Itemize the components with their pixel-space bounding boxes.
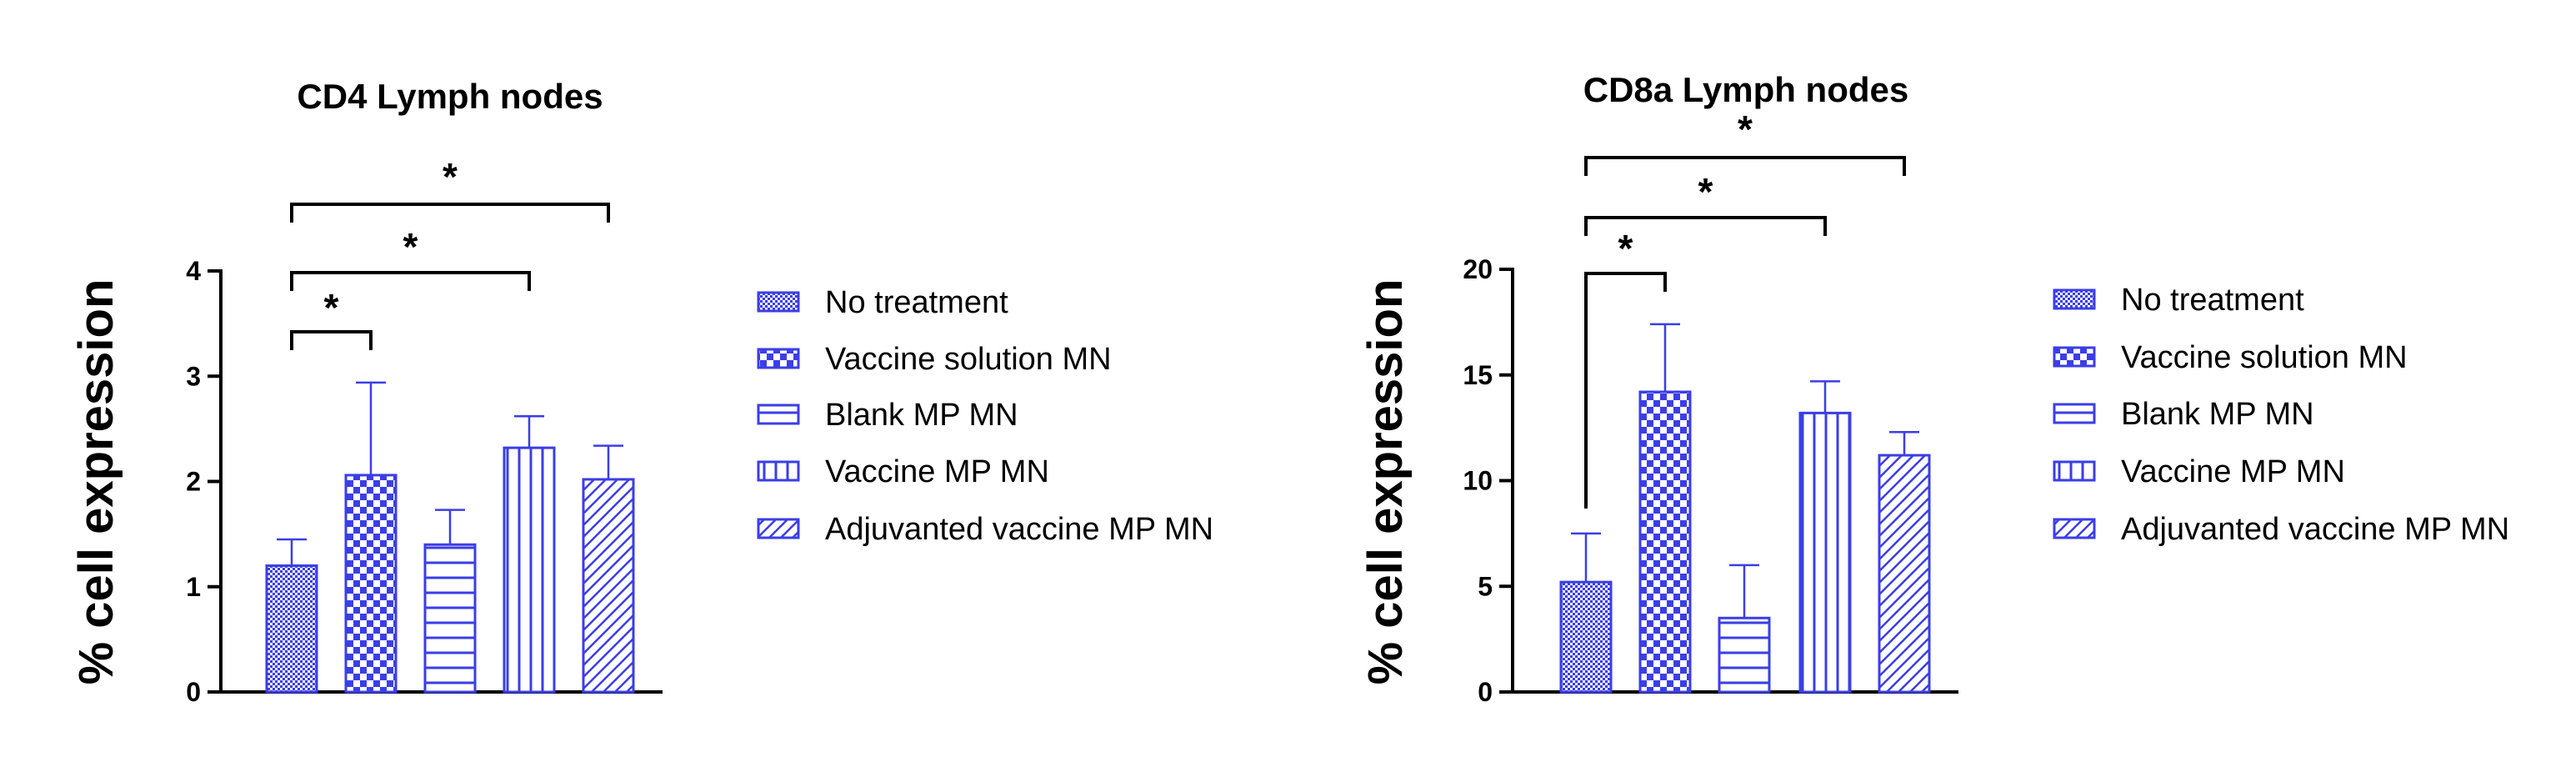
- y-tick-label: 5: [1478, 571, 1493, 601]
- bar: [582, 478, 635, 694]
- legend-swatch: [757, 518, 800, 539]
- significance-bracket: [290, 330, 373, 350]
- bar: [1878, 454, 1931, 694]
- bar: [1559, 580, 1613, 694]
- legend-swatch: [757, 460, 800, 482]
- significance-bracket: [1584, 272, 1667, 509]
- y-tick-label: 3: [186, 361, 201, 391]
- bar: [503, 446, 556, 694]
- legend-swatch: [757, 348, 800, 369]
- y-tick-label: 10: [1463, 466, 1493, 496]
- legend-label: Adjuvanted vaccine MP MN: [825, 512, 1213, 547]
- significance-bracket: [290, 271, 531, 291]
- y-axis-label: % cell expression: [69, 279, 123, 685]
- significance-star: *: [1698, 170, 1713, 213]
- chart-title: CD8a Lymph nodes: [1583, 70, 1909, 109]
- significance-bracket: [1584, 156, 1906, 176]
- cd8a-chart: CD8a Lymph nodes % cell expression 0 5 10 15 2…: [1358, 70, 2509, 707]
- legend-label: Blank MP MN: [825, 398, 1018, 433]
- bar: [1798, 411, 1852, 694]
- legend-label: Vaccine MP MN: [2121, 454, 2345, 489]
- y-tick-label: 2: [186, 467, 201, 497]
- y-tick-label: 0: [1478, 677, 1493, 707]
- legend-swatch: [2053, 403, 2096, 424]
- bar: [1638, 390, 1692, 694]
- legend-swatch: [757, 291, 800, 313]
- y-axis-label: % cell expression: [1358, 279, 1413, 685]
- significance-bracket: [290, 203, 610, 223]
- y-tick-label: 1: [186, 572, 201, 602]
- legend-swatch: [757, 404, 800, 425]
- legend-label: Vaccine solution MN: [825, 342, 1112, 377]
- significance-star: *: [1618, 227, 1633, 270]
- legend-label: No treatment: [2121, 283, 2304, 318]
- legend-swatch: [2053, 346, 2096, 368]
- bar: [344, 474, 398, 694]
- significance-star: *: [324, 286, 339, 329]
- y-tick-label: 20: [1463, 254, 1493, 284]
- y-tick-label: 4: [186, 256, 201, 286]
- legend-swatch: [2053, 288, 2096, 310]
- y-tick-label: 15: [1463, 360, 1493, 390]
- chart-title: CD4 Lymph nodes: [297, 77, 603, 116]
- bar: [265, 564, 318, 694]
- legend-label: Blank MP MN: [2121, 397, 2314, 432]
- cd4-chart: CD4 Lymph nodes % cell expression 0 1 2 3 4 * * *…: [69, 77, 1213, 707]
- significance-star: *: [1738, 108, 1753, 151]
- legend-swatch: [2053, 460, 2096, 482]
- significance-bracket: [1584, 216, 1827, 236]
- legend-label: Vaccine solution MN: [2121, 340, 2408, 375]
- legend-label: Vaccine MP MN: [825, 454, 1049, 489]
- y-tick-label: 0: [186, 677, 201, 707]
- bar: [423, 543, 477, 694]
- significance-star: *: [403, 225, 418, 268]
- legend-swatch: [2053, 518, 2096, 539]
- legend-label: No treatment: [825, 285, 1008, 320]
- legend-label: Adjuvanted vaccine MP MN: [2121, 512, 2509, 547]
- significance-star: *: [443, 155, 458, 198]
- bar: [1718, 616, 1771, 694]
